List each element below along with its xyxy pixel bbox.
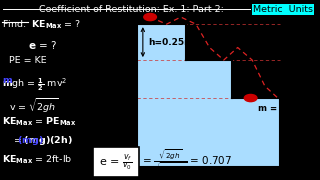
Text: PE = KE: PE = KE [10, 57, 47, 66]
Text: $\mathbf{KE_{Max}}$ = 2ft-lb: $\mathbf{KE_{Max}}$ = 2ft-lb [2, 153, 72, 166]
Text: $\mathbf{KE_{Max}}$ = $\mathbf{PE_{Max}}$: $\mathbf{KE_{Max}}$ = $\mathbf{PE_{Max}}… [2, 116, 76, 128]
Text: = $\frac{\sqrt{2gh}}{\sqrt{2g(2h)}}$ = 0.707: = $\frac{\sqrt{2gh}}{\sqrt{2g(2h)}}$ = 0… [142, 148, 232, 176]
Circle shape [244, 94, 257, 102]
FancyBboxPatch shape [93, 147, 139, 177]
Bar [138, 24, 187, 167]
Text: $\mathbf{m}$gh = $\mathbf{\frac{1}{2}}$ mv$^2$: $\mathbf{m}$gh = $\mathbf{\frac{1}{2}}$ … [2, 76, 67, 93]
Text: $\mathbf{(mg)}$: $\mathbf{(mg)}$ [17, 134, 44, 147]
Text: Metric  Units: Metric Units [253, 5, 313, 14]
Text: m = 0.1kg: m = 0.1kg [258, 104, 307, 113]
Text: Find:  $\mathbf{KE_{Max}}$ = ?: Find: $\mathbf{KE_{Max}}$ = ? [2, 19, 81, 31]
Circle shape [144, 14, 156, 21]
Text: e = $\frac{v_f}{v_0}$: e = $\frac{v_f}{v_0}$ [99, 152, 133, 172]
Text: $\mathbf{m}$: $\mathbf{m}$ [2, 76, 12, 85]
Bar [232, 98, 280, 167]
Text: h=0.25m: h=0.25m [148, 38, 193, 47]
Text: v = $\sqrt{2gh}$: v = $\sqrt{2gh}$ [10, 96, 59, 114]
Text: Coefficient of Restitution: Ex. 1: Part 2:: Coefficient of Restitution: Ex. 1: Part … [39, 5, 224, 14]
Bar [187, 60, 232, 167]
Text: $\mathbf{e}$ = ?: $\mathbf{e}$ = ? [28, 39, 58, 51]
Text: = $\mathbf{(mg)(2h)}$: = $\mathbf{(mg)(2h)}$ [13, 134, 72, 147]
